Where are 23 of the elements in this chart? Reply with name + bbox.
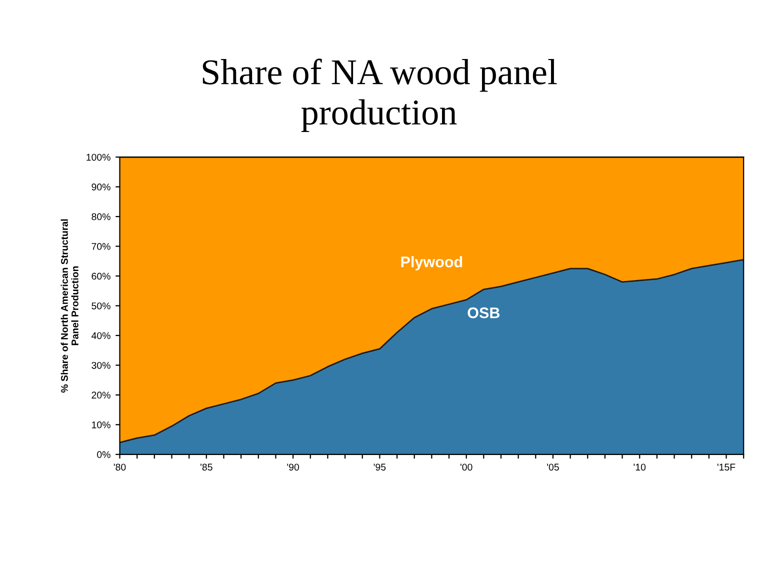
x-tick-label: '10 [634, 464, 646, 471]
x-tick-label: '90 [287, 464, 300, 471]
y-tick-label: 50% [92, 302, 110, 310]
y-tick-label: 90% [92, 184, 110, 190]
y-axis-title: % Share of North American Structural Panel Production [60, 219, 78, 393]
x-tick-label: '80 [114, 464, 126, 471]
y-tick-label: 10% [92, 421, 110, 428]
y-tick-label: 0% [97, 451, 110, 458]
series-label: Plywood [401, 256, 462, 270]
x-tick-label: '05 [547, 464, 559, 471]
x-tick-label: '95 [374, 464, 386, 471]
y-tick-label: 60% [92, 272, 110, 280]
y-tick-label: 30% [92, 362, 110, 369]
y-tick-label: 20% [92, 392, 110, 399]
x-tick-label: '00 [460, 464, 472, 471]
y-tick-label: 80% [92, 213, 110, 220]
y-tick-label: 40% [92, 332, 110, 340]
x-tick-label: '15F [717, 464, 736, 471]
x-tick-label: '85 [200, 464, 212, 471]
y-tick-label: 70% [92, 243, 110, 250]
y-tick-label: 100% [86, 154, 110, 161]
series-label: OSB [468, 307, 500, 318]
chart-title: Share of NA wood panel production [202, 58, 557, 132]
